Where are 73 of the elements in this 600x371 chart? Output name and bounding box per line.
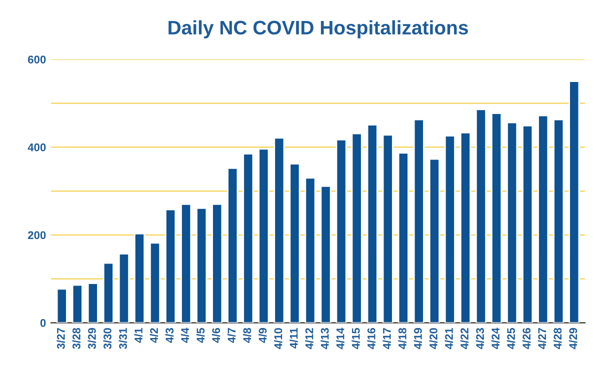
bar: [289, 163, 300, 323]
x-tick-label: 4/27: [538, 328, 546, 350]
bar: [227, 168, 238, 323]
x-tick-label: 4/10: [274, 328, 282, 350]
x-tick-label: 3/29: [88, 328, 96, 349]
x-tick-label: 4/24: [491, 328, 500, 350]
x-tick-label: 4/6: [212, 328, 220, 343]
bar: [212, 204, 223, 323]
bar: [118, 253, 130, 323]
x-tick-label: 4/1: [134, 328, 143, 343]
x-tick-label: 4/17: [382, 328, 391, 350]
bar: [56, 288, 68, 323]
x-tick-label: 4/5: [196, 328, 205, 343]
x-tick-label: 3/27: [56, 328, 65, 349]
bar: [428, 158, 440, 323]
bar: [336, 139, 347, 323]
x-tick-label: 4/12: [305, 328, 314, 350]
y-tick-label: 600: [28, 56, 46, 64]
bar: [304, 177, 316, 323]
bar: [320, 186, 332, 323]
bar: [150, 242, 161, 323]
bar: [180, 204, 192, 323]
x-tick-label: 4/21: [444, 328, 454, 350]
x-tick-label: 4/26: [522, 328, 531, 350]
bar: [165, 208, 176, 323]
bar: [538, 114, 549, 323]
bar: [568, 80, 580, 323]
bar: [274, 137, 285, 323]
bar: [351, 132, 362, 323]
x-tick-label: 4/14: [336, 328, 344, 350]
bar: [475, 108, 486, 323]
bar: [72, 284, 83, 323]
bar: [506, 122, 518, 323]
bar: [460, 132, 471, 323]
x-tick-label: 4/11: [290, 328, 298, 348]
x-tick-label: 4/25: [506, 328, 516, 350]
bar: [491, 112, 502, 323]
bar: [134, 232, 145, 323]
x-tick-label: 4/3: [165, 328, 174, 343]
x-tick-label: 4/13: [320, 328, 329, 350]
x-tick-label: 3/28: [72, 328, 80, 349]
x-tick-label: 4/9: [258, 328, 267, 343]
x-tick-label: 4/8: [242, 328, 252, 343]
x-tick-label: 4/20: [429, 328, 438, 350]
x-tick-label: 4/4: [180, 328, 190, 343]
y-tick-label: 0: [40, 319, 46, 327]
bar: [258, 148, 270, 323]
y-tick-label: 200: [28, 231, 46, 240]
x-tick-label: 3/30: [103, 328, 112, 349]
bar: [87, 282, 98, 323]
x-tick-label: 4/29: [568, 328, 578, 350]
x-tick-label: 4/19: [414, 328, 422, 350]
bar: [553, 118, 564, 323]
bar: [398, 152, 409, 323]
x-tick-label: 4/28: [553, 328, 562, 350]
chart-title: Daily NC COVID Hospitalizations: [168, 20, 468, 38]
bar: [242, 153, 254, 323]
x-tick-label: 4/23: [476, 328, 484, 350]
x-tick-label: 4/16: [367, 328, 376, 350]
x-tick-label: 3/31: [118, 328, 128, 349]
x-tick-label: 4/22: [460, 328, 469, 350]
bar: [522, 124, 534, 323]
y-tick-label: 400: [28, 143, 46, 152]
x-tick-label: 4/15: [352, 328, 360, 350]
bar: [366, 124, 378, 323]
x-tick-label: 4/18: [398, 328, 406, 350]
x-tick-label: 4/7: [227, 328, 236, 343]
bar: [444, 135, 456, 323]
bar: [196, 207, 208, 323]
bar: [413, 118, 424, 323]
x-tick-label: 4/2: [150, 328, 158, 343]
bar: [382, 134, 394, 323]
bar: [102, 262, 114, 323]
